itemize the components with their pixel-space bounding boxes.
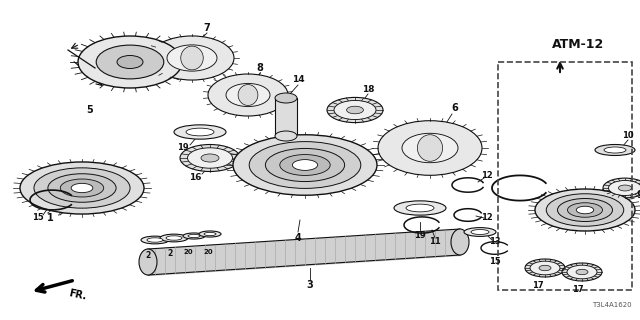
Ellipse shape [604,147,626,153]
Text: 4: 4 [294,233,301,243]
Ellipse shape [147,238,163,242]
Ellipse shape [60,179,104,197]
Ellipse shape [167,45,217,71]
Text: 19: 19 [414,230,426,239]
Text: 5: 5 [86,105,93,115]
Ellipse shape [609,180,640,196]
Ellipse shape [201,154,219,162]
Ellipse shape [547,194,624,226]
Text: 19: 19 [177,143,189,153]
Ellipse shape [233,135,377,195]
Text: 6: 6 [452,103,458,113]
Text: 18: 18 [362,85,374,94]
Ellipse shape [595,145,635,156]
Ellipse shape [394,201,446,215]
Text: 7: 7 [204,23,211,33]
Text: FR.: FR. [68,288,88,302]
Ellipse shape [166,236,182,240]
Text: 16: 16 [189,173,201,182]
Ellipse shape [186,128,214,136]
Ellipse shape [618,185,632,191]
Text: T3L4A1620: T3L4A1620 [593,302,632,308]
Ellipse shape [48,174,116,202]
Ellipse shape [34,168,130,208]
Text: 20: 20 [183,249,193,255]
Text: 17: 17 [572,285,584,294]
Ellipse shape [174,125,226,139]
Text: 11: 11 [429,237,441,246]
Ellipse shape [96,45,164,79]
Bar [498,62,632,290]
Ellipse shape [226,84,270,107]
Ellipse shape [535,189,635,231]
Ellipse shape [208,74,288,116]
Ellipse shape [402,133,458,163]
Ellipse shape [141,236,169,244]
Text: 12: 12 [481,171,493,180]
Ellipse shape [20,162,144,214]
Ellipse shape [266,148,344,181]
Ellipse shape [160,234,188,242]
Text: 15: 15 [489,258,501,267]
Text: 2: 2 [145,252,150,260]
Ellipse shape [525,259,565,277]
Text: 8: 8 [257,63,264,73]
Ellipse shape [238,84,258,106]
Text: 1: 1 [47,213,53,223]
Ellipse shape [275,93,297,103]
Ellipse shape [576,206,594,214]
Ellipse shape [199,231,221,237]
Text: 2: 2 [168,250,173,259]
Ellipse shape [188,148,232,168]
Ellipse shape [78,36,182,88]
Ellipse shape [471,229,489,235]
Ellipse shape [180,46,204,70]
Ellipse shape [406,204,434,212]
Text: ATM-12: ATM-12 [552,38,604,52]
Text: 10: 10 [622,131,634,140]
Ellipse shape [417,135,443,161]
Ellipse shape [183,233,205,239]
Text: 17: 17 [532,281,544,290]
Ellipse shape [249,141,361,188]
Ellipse shape [117,55,143,68]
Ellipse shape [188,234,200,238]
Ellipse shape [180,145,240,172]
Text: 14: 14 [292,76,304,84]
Text: 12: 12 [481,213,493,222]
Ellipse shape [539,265,551,271]
Ellipse shape [557,198,612,221]
Text: 20: 20 [203,249,213,255]
Ellipse shape [378,121,482,175]
Ellipse shape [150,36,234,80]
Bar [275,98,297,136]
Ellipse shape [347,106,364,114]
Ellipse shape [568,203,602,217]
Ellipse shape [530,261,560,275]
Ellipse shape [334,100,376,119]
Ellipse shape [204,232,216,236]
Ellipse shape [71,183,93,193]
Ellipse shape [275,131,297,141]
Text: 15: 15 [32,213,44,222]
Ellipse shape [280,155,330,175]
Text: 9: 9 [637,190,640,200]
Text: 13: 13 [489,237,501,246]
Ellipse shape [576,269,588,275]
Ellipse shape [139,249,157,275]
Ellipse shape [562,263,602,281]
Ellipse shape [292,160,317,170]
Ellipse shape [567,265,597,279]
Ellipse shape [464,228,496,236]
Text: 3: 3 [307,280,314,290]
Ellipse shape [603,178,640,198]
Ellipse shape [327,97,383,123]
Ellipse shape [451,229,469,255]
